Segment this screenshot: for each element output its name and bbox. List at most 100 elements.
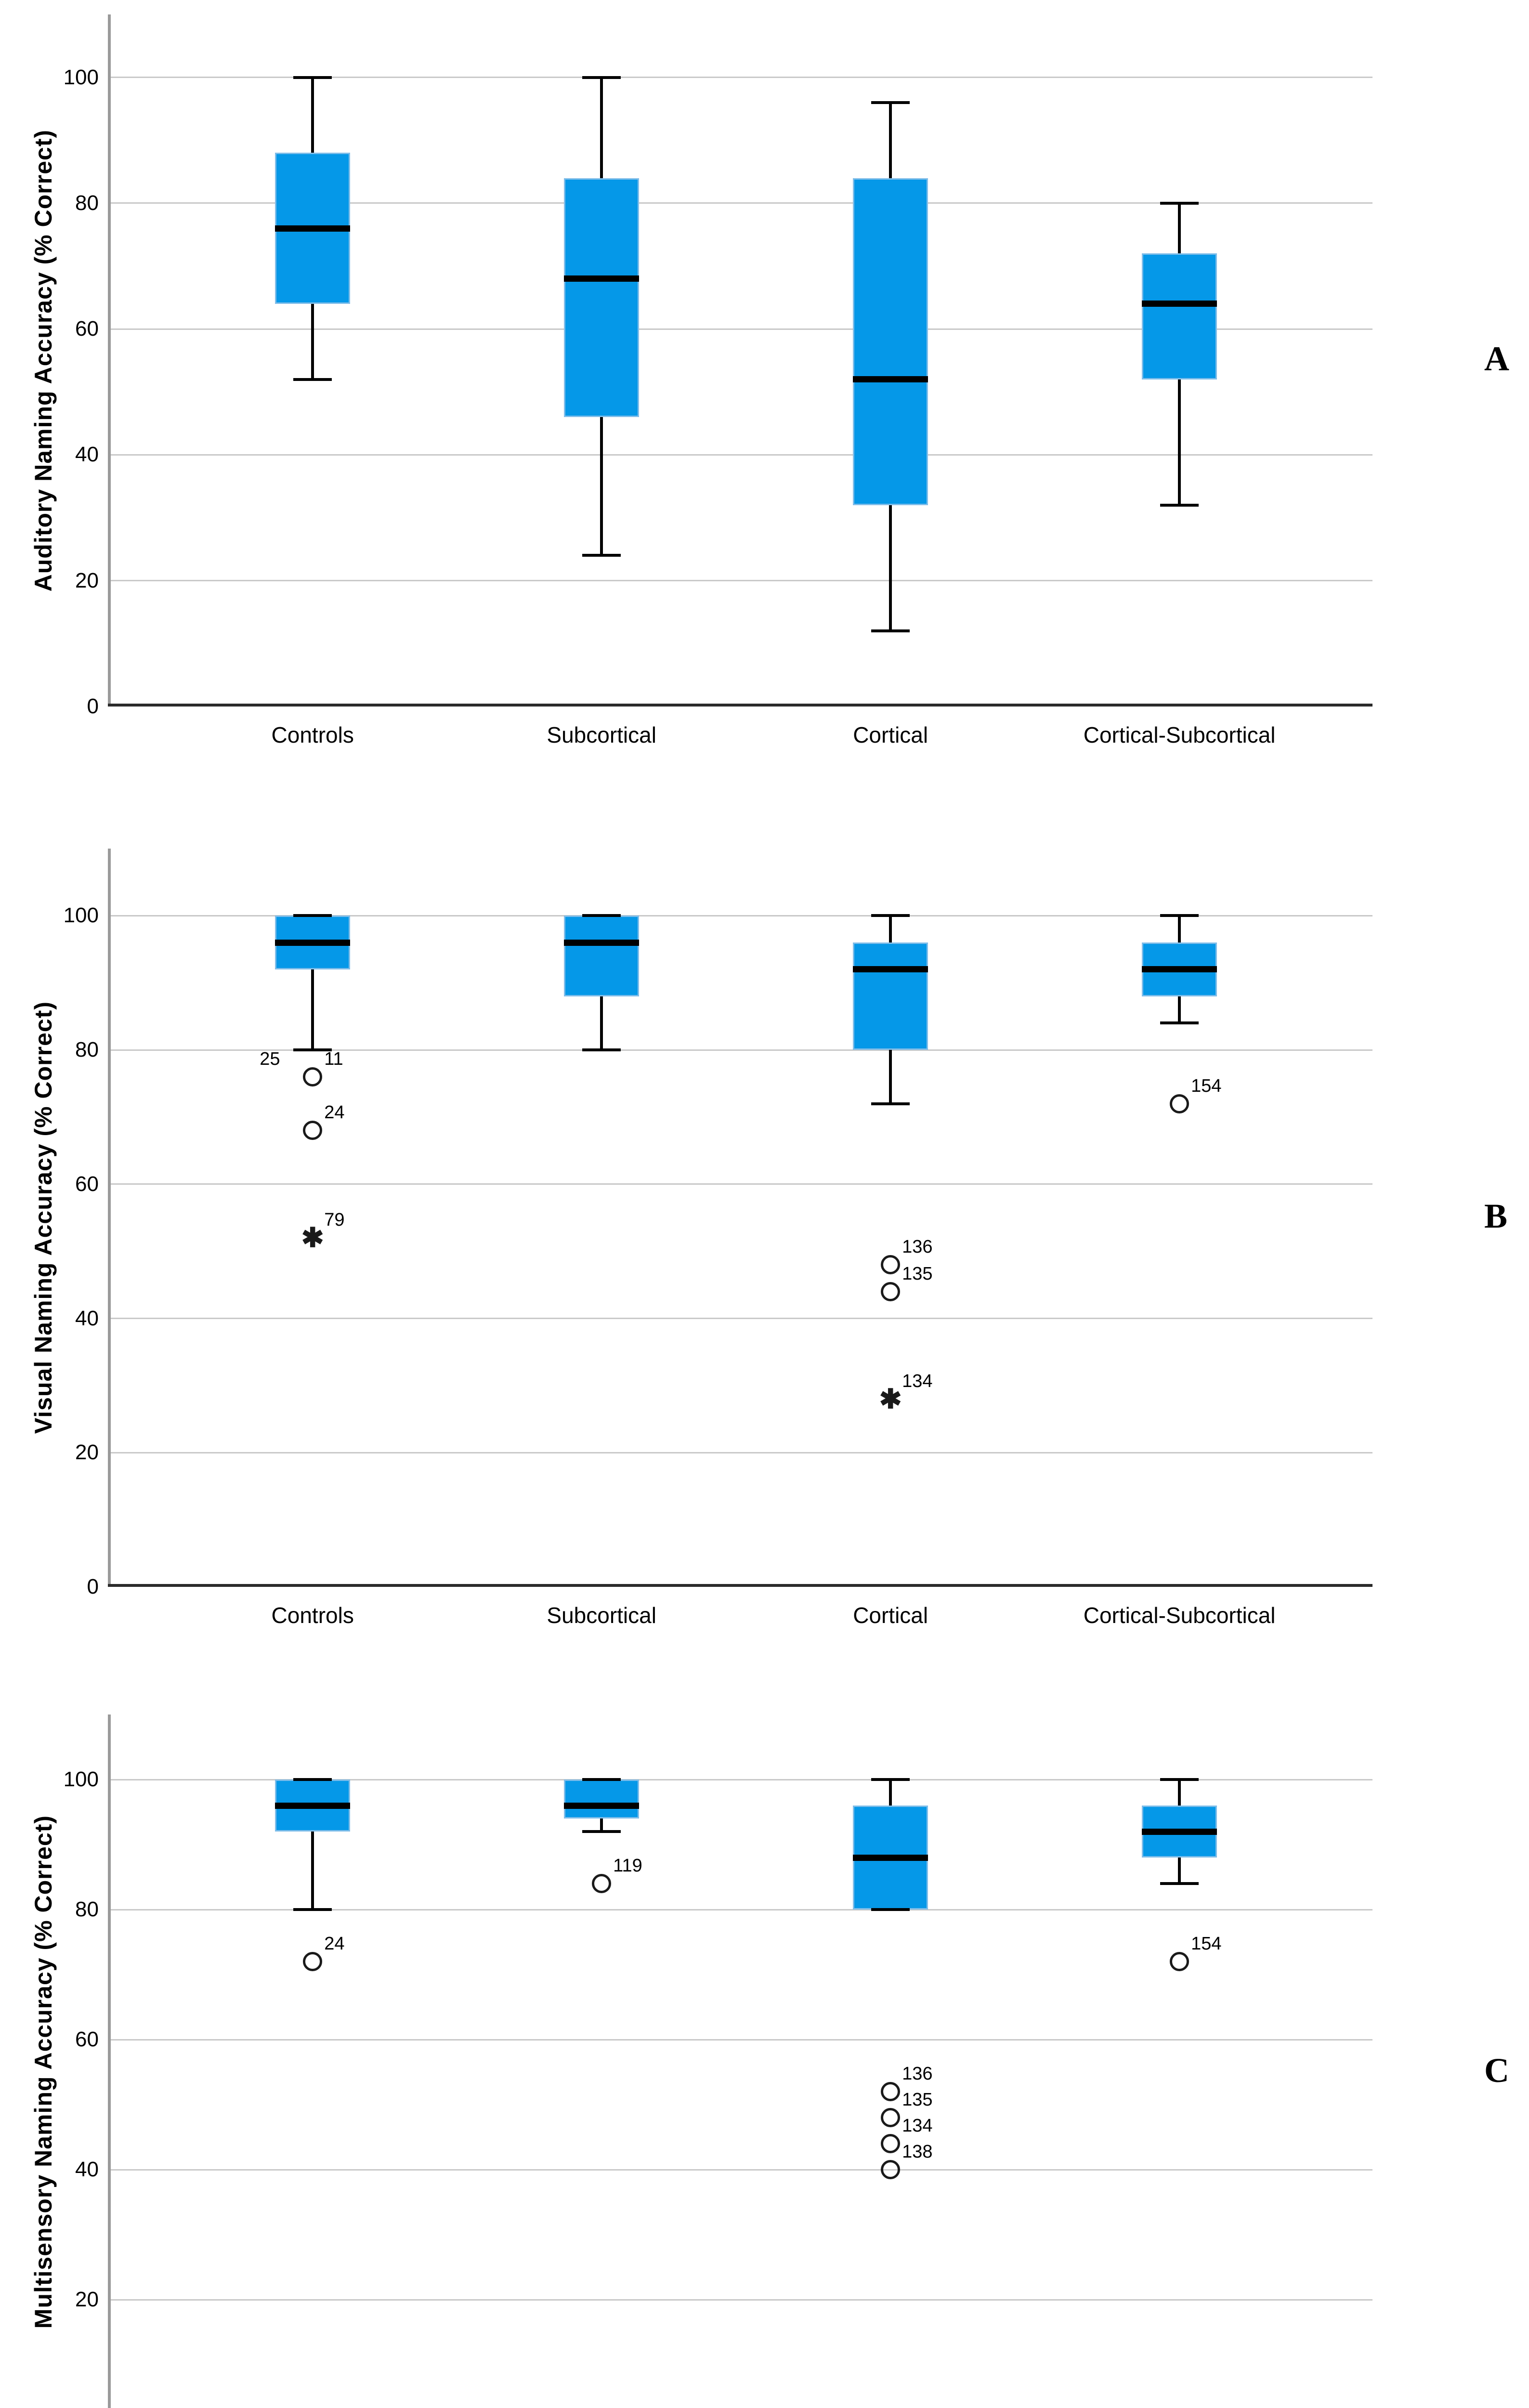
- outlier-label: 154: [1191, 1934, 1222, 1954]
- y-tick-label: 80: [75, 1898, 99, 1921]
- gridline: [111, 1183, 1372, 1185]
- y-tick-label: 40: [75, 443, 99, 467]
- y-tick-label: 100: [63, 65, 99, 89]
- whisker-cap: [871, 1102, 910, 1105]
- x-category-label: Subcortical: [547, 1603, 656, 1628]
- panel-letter: C: [1484, 2051, 1509, 2090]
- outlier-label: 24: [324, 1934, 345, 1954]
- y-axis-title-wrap: Auditory Naming Accuracy (% Correct): [14, 14, 72, 707]
- outlier-circle-icon: [881, 2082, 901, 2101]
- outlier-label: 119: [613, 1856, 642, 1876]
- whisker-line: [600, 996, 603, 1050]
- whisker-line: [889, 1050, 892, 1104]
- whisker-cap: [582, 76, 621, 79]
- outlier-label: 25: [260, 1048, 280, 1069]
- y-tick-label: 60: [75, 317, 99, 341]
- median-line: [564, 1802, 640, 1809]
- x-category-label: Cortical: [853, 722, 928, 747]
- y-axis-title-wrap: Visual Naming Accuracy (% Correct): [14, 849, 72, 1587]
- outlier-label: 24: [324, 1102, 345, 1123]
- box-plot: [564, 178, 640, 418]
- median-line: [275, 225, 351, 232]
- y-tick-label: 20: [75, 568, 99, 592]
- box-plot: [275, 1780, 351, 1832]
- whisker-line: [889, 102, 892, 178]
- whisker-cap: [871, 101, 910, 104]
- whisker-cap: [293, 1778, 332, 1781]
- outlier-circle-icon: [592, 1874, 612, 1893]
- whisker-line: [889, 505, 892, 631]
- box-plot: [275, 153, 351, 304]
- y-axis-line: [108, 14, 111, 707]
- whisker-line: [311, 1832, 314, 1910]
- y-axis-title: Auditory Naming Accuracy (% Correct): [30, 129, 57, 592]
- whisker-line: [1178, 996, 1181, 1023]
- outlier-circle-icon: [881, 2134, 901, 2153]
- whisker-cap: [582, 1778, 621, 1781]
- whisker-line: [1178, 916, 1181, 943]
- y-tick-label: 40: [75, 2158, 99, 2181]
- median-line: [1142, 1828, 1217, 1835]
- whisker-cap: [582, 1048, 621, 1052]
- x-category-label: Controls: [271, 722, 354, 747]
- box-plot: [275, 916, 351, 969]
- gridline: [111, 202, 1372, 204]
- panel-letter: B: [1484, 1196, 1508, 1235]
- y-tick-label: 60: [75, 2028, 99, 2051]
- whisker-cap: [293, 378, 332, 381]
- gridline: [111, 328, 1372, 330]
- outlier-label: 134: [902, 2116, 933, 2136]
- gridline: [111, 1909, 1372, 1911]
- whisker-line: [1178, 203, 1181, 254]
- x-category-label: Cortical: [853, 1603, 928, 1628]
- outlier-circle-icon: [881, 1282, 901, 1301]
- median-line: [1142, 301, 1217, 307]
- whisker-cap: [1160, 914, 1199, 917]
- whisker-line: [1178, 1858, 1181, 1884]
- median-line: [275, 1802, 351, 1809]
- median-line: [1142, 966, 1217, 973]
- median-line: [275, 939, 351, 946]
- outlier-label: 134: [902, 1371, 933, 1391]
- outlier-circle-icon: [1170, 1094, 1189, 1113]
- gridline: [111, 915, 1372, 916]
- box-plot: [853, 942, 928, 1050]
- whisker-line: [1178, 1780, 1181, 1806]
- box-plot: [853, 1806, 928, 1910]
- outlier-circle-icon: [881, 2160, 901, 2179]
- x-category-label: Cortical-Subcortical: [1083, 1603, 1276, 1628]
- y-axis-line: [108, 849, 111, 1587]
- median-line: [564, 939, 640, 946]
- whisker-cap: [293, 1908, 332, 1911]
- whisker-cap: [871, 1908, 910, 1911]
- outlier-circle-icon: [303, 1067, 323, 1086]
- x-category-label: Controls: [271, 1603, 354, 1628]
- box-plot: [1142, 942, 1217, 996]
- outlier-circle-icon: [303, 1121, 323, 1140]
- y-tick-label: 20: [75, 2288, 99, 2311]
- whisker-line: [600, 1819, 603, 1832]
- outlier-label: 136: [902, 2064, 933, 2084]
- whisker-cap: [1160, 1778, 1199, 1781]
- whisker-cap: [871, 914, 910, 917]
- outlier-label: 138: [902, 2142, 933, 2162]
- panel-letter: A: [1484, 339, 1509, 378]
- y-tick-label: 20: [75, 1440, 99, 1465]
- outlier-label: 135: [902, 2090, 933, 2110]
- median-line: [564, 275, 640, 282]
- outlier-label: 79: [324, 1210, 345, 1230]
- box-plot: [564, 1780, 640, 1819]
- median-line: [853, 966, 928, 973]
- gridline: [111, 1318, 1372, 1320]
- x-category-label: Subcortical: [547, 722, 656, 747]
- whisker-cap: [293, 76, 332, 79]
- gridline: [111, 2039, 1372, 2041]
- whisker-cap: [582, 1830, 621, 1833]
- outlier-circle-icon: [1170, 1952, 1189, 1971]
- x-category-label: Cortical-Subcortical: [1083, 722, 1276, 747]
- outlier-circle-icon: [303, 1952, 323, 1971]
- gridline: [111, 1452, 1372, 1453]
